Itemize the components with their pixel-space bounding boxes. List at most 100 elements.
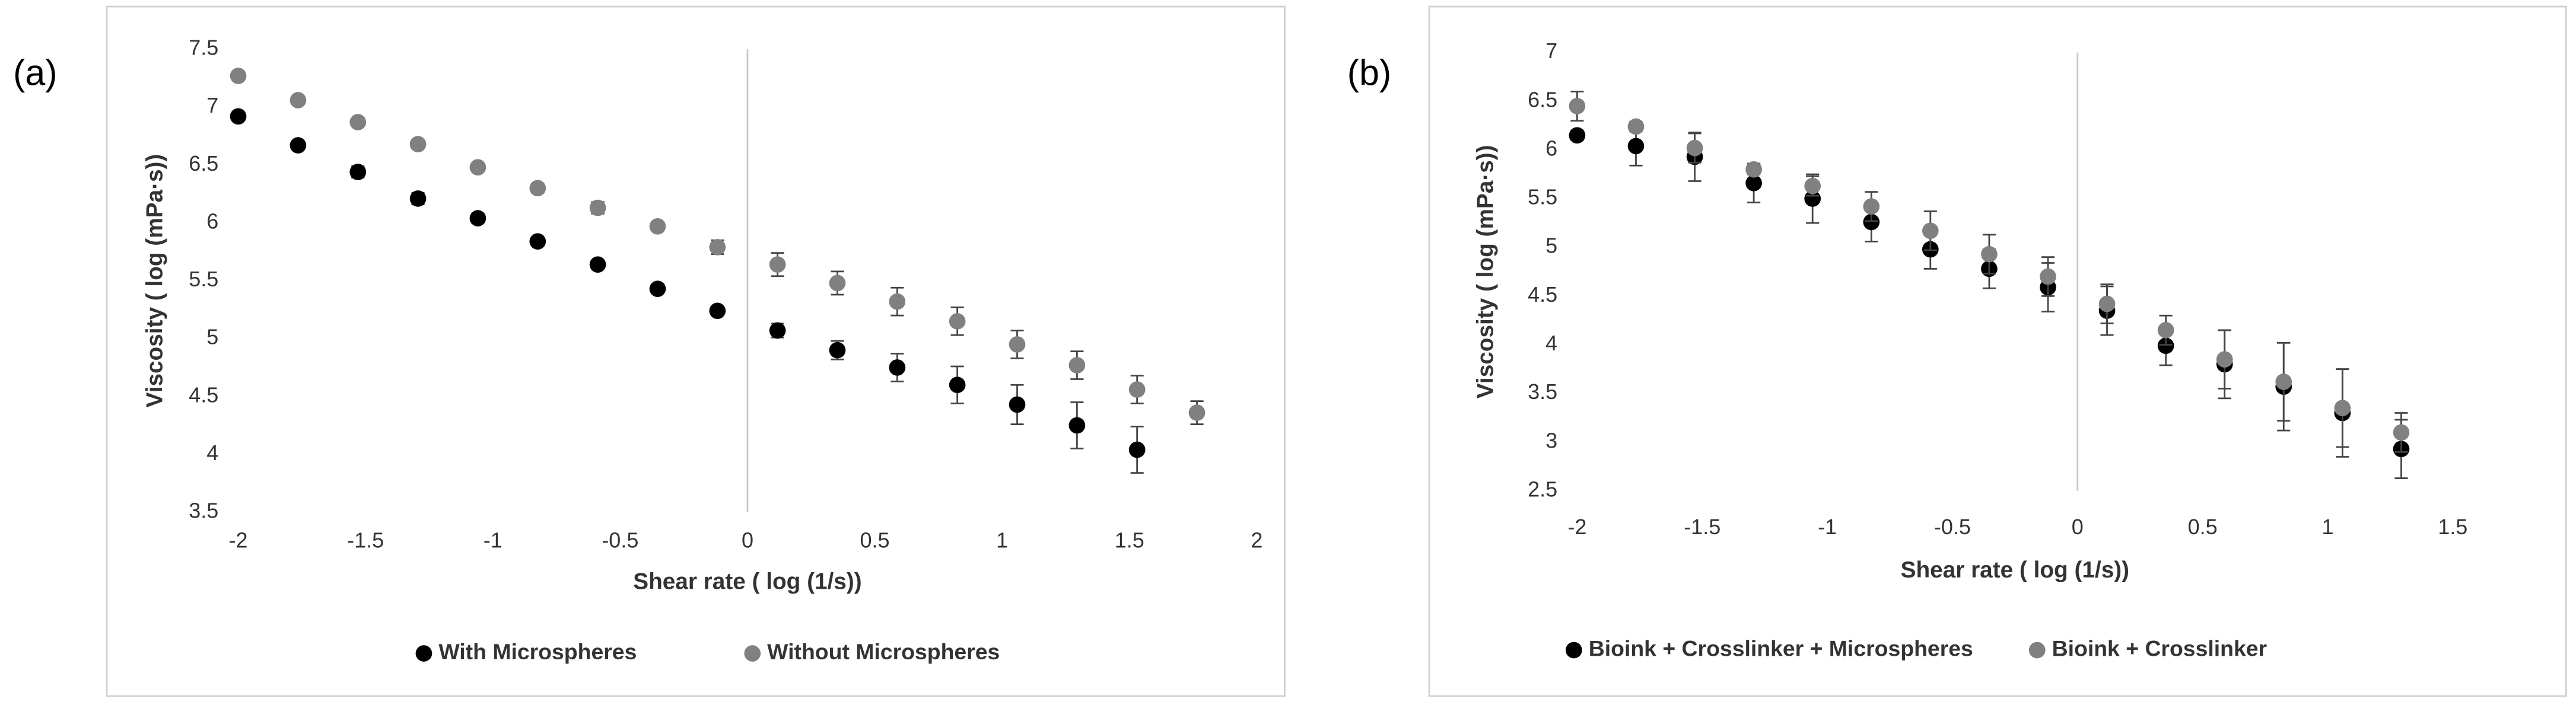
y-axis-title: Viscosity ( log (mPa·s)) [1473, 145, 1498, 398]
legend-marker [1565, 641, 1582, 659]
point [1627, 118, 1645, 135]
y-tick-label: 5 [206, 325, 218, 349]
panel-frame [1428, 5, 2567, 697]
point [2275, 374, 2292, 390]
point [1068, 357, 1086, 374]
point [1863, 213, 1880, 231]
point [769, 256, 786, 273]
point [349, 114, 367, 130]
y-tick-label: 3.5 [189, 498, 218, 522]
point [529, 180, 546, 197]
y-tick-label: 4 [1545, 331, 1557, 355]
point [290, 92, 307, 108]
point [469, 159, 486, 176]
legend-label: Without Microspheres [767, 639, 1000, 664]
point [409, 136, 427, 153]
point [649, 218, 666, 235]
legend-marker [415, 645, 432, 662]
legend-marker [2028, 641, 2046, 659]
y-tick-label: 6.5 [1528, 87, 1557, 111]
point [709, 302, 726, 320]
x-tick-label: 0 [2072, 515, 2084, 539]
point [1686, 139, 1703, 157]
point [1009, 336, 1026, 353]
y-tick-label: 7 [1545, 39, 1557, 63]
x-tick-label: 0.5 [860, 528, 890, 552]
x-tick-label: 0 [742, 528, 753, 552]
point [1128, 381, 1146, 398]
y-tick-label: 2.5 [1528, 477, 1557, 501]
point [829, 274, 846, 292]
point [469, 210, 486, 226]
point [290, 137, 307, 154]
point [2157, 322, 2174, 339]
panel-frame [106, 5, 1286, 697]
panel-label: (a) [13, 52, 57, 92]
point [949, 313, 966, 330]
legend-label: Bioink + Crosslinker [2052, 636, 2267, 660]
x-tick-label: -1.5 [347, 528, 384, 552]
x-tick-label: 1 [996, 528, 1008, 552]
point [1068, 417, 1086, 434]
x-tick-label: -1.5 [1684, 515, 1720, 539]
y-tick-label: 6.5 [189, 151, 218, 175]
y-tick-label: 6 [1545, 136, 1557, 160]
point [2334, 400, 2351, 417]
x-tick-label: -1 [1818, 515, 1837, 539]
point [230, 108, 247, 125]
point [2098, 295, 2116, 312]
point [1128, 441, 1146, 458]
y-tick-label: 4.5 [189, 382, 218, 407]
point [1804, 190, 1821, 207]
point [1627, 138, 1645, 155]
point [1569, 98, 1586, 114]
point [1569, 127, 1586, 144]
point [1188, 404, 1206, 421]
point [889, 293, 906, 310]
y-tick-label: 5.5 [189, 267, 218, 291]
y-tick-label: 5.5 [1528, 185, 1557, 209]
point [889, 359, 906, 376]
point [349, 164, 367, 180]
x-tick-label: 2 [1251, 528, 1262, 552]
point [2216, 351, 2233, 368]
point [2393, 424, 2410, 441]
x-tick-label: -2 [1567, 515, 1586, 539]
y-tick-label: 7 [206, 93, 218, 117]
x-tick-label: -1 [484, 528, 503, 552]
y-axis-title: Viscosity ( log (mPa·s)) [142, 154, 167, 408]
y-tick-label: 5 [1545, 234, 1557, 258]
point [1009, 396, 1026, 413]
x-tick-label: -2 [229, 528, 248, 552]
point [1981, 245, 1998, 263]
y-tick-label: 4 [206, 441, 218, 465]
point [829, 341, 846, 359]
point [589, 199, 606, 216]
x-tick-label: 1 [2321, 515, 2333, 539]
legend-label: Bioink + Crosslinker + Microspheres [1589, 636, 1973, 660]
x-tick-label: 1.5 [1115, 528, 1144, 552]
x-tick-label: 1.5 [2438, 515, 2467, 539]
x-axis-title: Shear rate ( log (1/s)) [633, 569, 861, 594]
y-tick-label: 3 [1545, 428, 1557, 452]
x-tick-label: -0.5 [1934, 515, 1971, 539]
point [589, 256, 606, 273]
point [1745, 174, 1762, 191]
point [2040, 268, 2056, 285]
x-tick-label: -0.5 [602, 528, 638, 552]
point [2157, 337, 2174, 355]
point [409, 190, 427, 207]
point [1863, 198, 1880, 215]
x-tick-label: 0.5 [2188, 515, 2218, 539]
point [949, 376, 966, 394]
point [649, 280, 666, 298]
legend-label: With Microspheres [438, 639, 637, 664]
y-tick-label: 6 [206, 209, 218, 233]
y-tick-label: 3.5 [1528, 379, 1557, 404]
point [709, 239, 726, 256]
y-tick-label: 7.5 [189, 36, 218, 60]
panel-label: (b) [1347, 52, 1391, 92]
point [1745, 161, 1762, 178]
